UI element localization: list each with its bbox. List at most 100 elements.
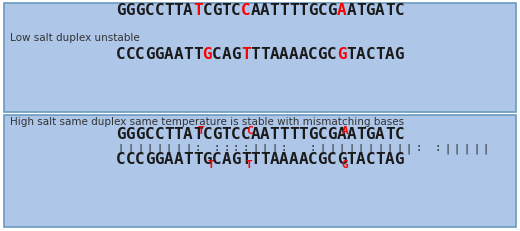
Text: A: A xyxy=(222,152,231,167)
Text: :: : xyxy=(415,143,422,153)
Text: G: G xyxy=(394,47,404,62)
Text: C: C xyxy=(308,47,318,62)
Text: T: T xyxy=(193,127,202,142)
Text: T: T xyxy=(356,3,366,18)
Text: A: A xyxy=(222,47,231,62)
Text: G: G xyxy=(231,152,241,167)
Text: A: A xyxy=(251,3,260,18)
FancyBboxPatch shape xyxy=(4,115,516,227)
Text: A: A xyxy=(289,152,298,167)
Text: |: | xyxy=(319,143,326,154)
Text: :: : xyxy=(214,143,220,153)
Text: G: G xyxy=(116,3,126,18)
Text: G: G xyxy=(135,3,145,18)
Text: T: T xyxy=(269,127,279,142)
Text: C: C xyxy=(231,127,241,142)
Text: :: : xyxy=(233,143,239,153)
Text: Low salt duplex unstable: Low salt duplex unstable xyxy=(10,33,140,43)
Text: T: T xyxy=(260,47,269,62)
Text: |: | xyxy=(262,143,268,154)
Text: |: | xyxy=(127,143,134,154)
Text: T: T xyxy=(246,161,253,170)
Text: |: | xyxy=(118,143,124,154)
Text: T: T xyxy=(385,3,394,18)
Text: A: A xyxy=(342,125,348,136)
Text: |: | xyxy=(358,143,364,154)
Text: C: C xyxy=(241,127,251,142)
Text: G: G xyxy=(337,47,346,62)
Text: A: A xyxy=(356,152,366,167)
Text: G: G xyxy=(308,127,318,142)
Text: |: | xyxy=(463,143,470,154)
Text: G: G xyxy=(308,3,318,18)
Text: A: A xyxy=(279,152,289,167)
Text: :: : xyxy=(223,143,229,153)
Text: A: A xyxy=(279,47,289,62)
Text: C: C xyxy=(154,3,164,18)
Text: T: T xyxy=(251,152,260,167)
Text: A: A xyxy=(251,127,260,142)
Text: A: A xyxy=(183,3,193,18)
Text: G: G xyxy=(154,47,164,62)
Text: A: A xyxy=(375,127,385,142)
Text: G: G xyxy=(126,127,135,142)
Text: A: A xyxy=(260,127,269,142)
Text: C: C xyxy=(116,152,126,167)
Text: A: A xyxy=(174,47,183,62)
Text: T: T xyxy=(251,47,260,62)
Text: C: C xyxy=(212,47,222,62)
Text: T: T xyxy=(289,3,298,18)
Text: C: C xyxy=(246,125,253,136)
Text: G: G xyxy=(202,47,212,62)
Text: G: G xyxy=(126,3,135,18)
Text: A: A xyxy=(385,47,394,62)
Text: C: C xyxy=(366,47,375,62)
Text: T: T xyxy=(375,47,385,62)
Text: T: T xyxy=(279,3,289,18)
Text: |: | xyxy=(339,143,345,154)
Text: A: A xyxy=(269,47,279,62)
Text: |: | xyxy=(367,143,373,154)
Text: T: T xyxy=(198,125,205,136)
Text: C: C xyxy=(318,3,327,18)
Text: |: | xyxy=(137,143,143,154)
Text: |: | xyxy=(156,143,162,154)
Text: :: : xyxy=(242,143,249,153)
Text: C: C xyxy=(135,152,145,167)
Text: C: C xyxy=(394,3,404,18)
Text: C: C xyxy=(202,3,212,18)
Text: C: C xyxy=(327,47,337,62)
Text: C: C xyxy=(145,3,154,18)
Text: G: G xyxy=(145,47,154,62)
Text: A: A xyxy=(164,152,174,167)
Text: A: A xyxy=(346,3,356,18)
Text: G: G xyxy=(366,127,375,142)
Text: |: | xyxy=(406,143,412,154)
Text: A: A xyxy=(298,152,308,167)
Text: C: C xyxy=(318,127,327,142)
Text: |: | xyxy=(252,143,258,154)
Text: A: A xyxy=(346,127,356,142)
Text: A: A xyxy=(356,47,366,62)
Text: C: C xyxy=(126,152,135,167)
Text: A: A xyxy=(269,152,279,167)
Text: |: | xyxy=(185,143,191,154)
Text: T: T xyxy=(346,47,356,62)
Text: G: G xyxy=(327,3,337,18)
Text: T: T xyxy=(222,3,231,18)
Text: C: C xyxy=(327,152,337,167)
Text: T: T xyxy=(164,3,174,18)
Text: A: A xyxy=(385,152,394,167)
Text: |: | xyxy=(377,143,383,154)
Text: T: T xyxy=(193,152,202,167)
Text: :: : xyxy=(281,143,287,153)
Text: A: A xyxy=(183,127,193,142)
Text: |: | xyxy=(271,143,278,154)
Text: T: T xyxy=(289,127,298,142)
Text: C: C xyxy=(231,3,241,18)
Text: G: G xyxy=(318,152,327,167)
Text: |: | xyxy=(386,143,393,154)
Text: C: C xyxy=(145,127,154,142)
Text: T: T xyxy=(356,127,366,142)
Text: A: A xyxy=(337,3,346,18)
